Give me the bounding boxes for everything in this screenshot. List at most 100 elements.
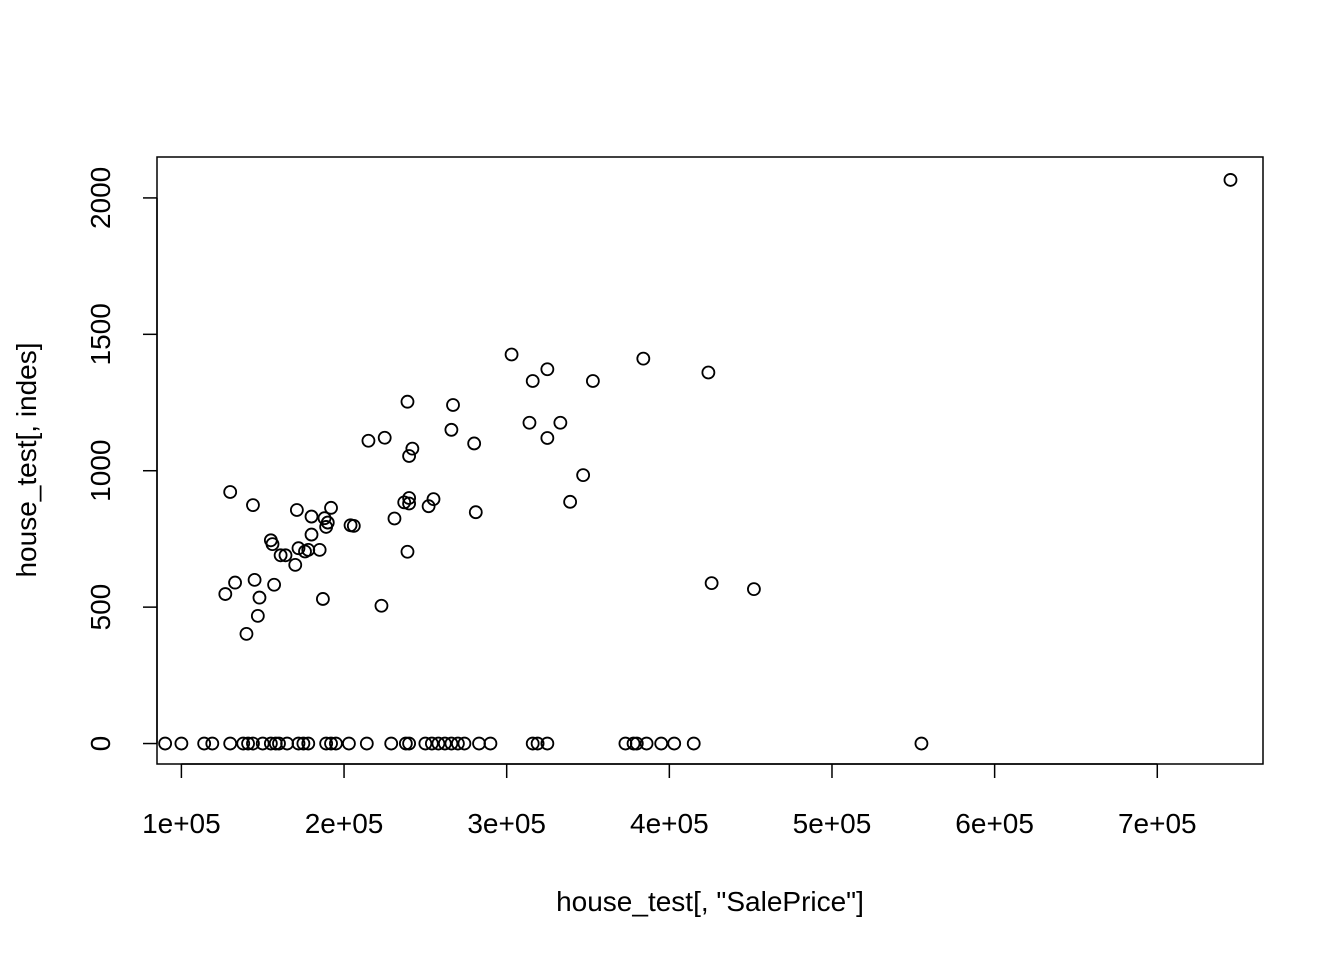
data-point (267, 577, 282, 592)
y-tick-label: 1000 (85, 440, 116, 502)
data-point (424, 736, 439, 751)
data-point (228, 575, 242, 590)
data-point (437, 736, 452, 751)
data-point (421, 499, 436, 514)
data-point (522, 415, 537, 430)
data-point (576, 468, 591, 482)
data-point (291, 541, 306, 556)
data-point (472, 736, 486, 751)
data-point (686, 736, 701, 751)
x-tick-label: 7e+05 (1118, 808, 1197, 839)
data-point (504, 347, 519, 362)
data-point (629, 736, 644, 751)
data-point (288, 557, 303, 572)
plot-frame (156, 156, 1264, 765)
data-point (174, 736, 189, 751)
data-point (252, 590, 267, 605)
data-point (402, 736, 417, 751)
data-point (585, 374, 600, 388)
data-point (223, 485, 238, 499)
data-point (654, 736, 669, 751)
data-point (263, 736, 278, 751)
data-point (312, 542, 327, 557)
data-point (426, 492, 441, 507)
data-point (377, 430, 392, 445)
data-point (324, 736, 338, 751)
data-point (319, 520, 334, 534)
data-point (255, 736, 270, 751)
data-point (483, 736, 498, 751)
y-tick-label: 500 (85, 584, 116, 631)
data-point (315, 592, 330, 606)
data-point (405, 441, 420, 456)
data-point (304, 509, 319, 524)
data-point (241, 736, 255, 751)
x-tick-label: 3e+05 (467, 808, 546, 839)
y-tick-label: 1500 (85, 303, 116, 365)
data-point (218, 587, 233, 601)
data-point (247, 572, 262, 587)
data-point (418, 736, 433, 751)
data-point (289, 503, 304, 517)
data-point (525, 736, 540, 751)
data-point (636, 351, 651, 366)
data-point (273, 548, 288, 563)
data-point (246, 736, 260, 751)
data-point (361, 433, 376, 448)
x-tick-label: 5e+05 (793, 808, 872, 839)
data-point (387, 511, 402, 526)
data-point (400, 394, 415, 409)
x-tick-label: 6e+05 (955, 808, 1034, 839)
data-point (530, 736, 545, 751)
data-point (223, 736, 238, 751)
data-point (540, 362, 555, 377)
data-point (329, 736, 343, 751)
data-point (272, 736, 286, 751)
data-point (431, 736, 446, 751)
data-point (1223, 173, 1238, 187)
data-point (319, 736, 334, 751)
data-point (747, 582, 761, 597)
data-point (246, 498, 260, 513)
data-point (639, 736, 654, 751)
data-point (540, 431, 555, 445)
data-point (457, 736, 472, 751)
data-point (250, 608, 265, 623)
data-point (446, 398, 460, 412)
data-points (158, 173, 1238, 751)
data-point (450, 736, 465, 751)
data-point (525, 374, 540, 388)
data-point (205, 736, 220, 751)
data-point (342, 736, 356, 751)
data-point (291, 736, 306, 751)
data-point (563, 494, 578, 509)
data-point (197, 736, 212, 751)
data-point (304, 527, 319, 542)
y-tick-label: 0 (85, 736, 116, 752)
data-point (301, 542, 316, 557)
data-point (444, 736, 459, 751)
y-tick-label: 2000 (85, 167, 116, 229)
data-point (467, 436, 482, 451)
data-point (540, 736, 555, 751)
data-point (236, 736, 251, 751)
data-point (402, 449, 417, 463)
data-point (346, 518, 361, 533)
data-point (301, 736, 316, 751)
data-point (280, 736, 295, 751)
data-point (324, 500, 338, 515)
data-point (397, 495, 412, 510)
x-tick-label: 4e+05 (630, 808, 709, 839)
data-point (914, 736, 929, 751)
data-point (553, 415, 568, 430)
data-point (374, 598, 389, 613)
x-axis: 1e+05 2e+05 3e+05 4e+05 5e+05 6e+05 7e+05 (142, 763, 1197, 839)
data-point (265, 537, 280, 552)
data-point (701, 365, 716, 380)
data-point (239, 626, 254, 641)
data-point (384, 736, 399, 751)
data-point (296, 736, 311, 751)
data-point (667, 736, 682, 751)
y-axis: 0 500 1000 1500 2000 (85, 167, 158, 752)
